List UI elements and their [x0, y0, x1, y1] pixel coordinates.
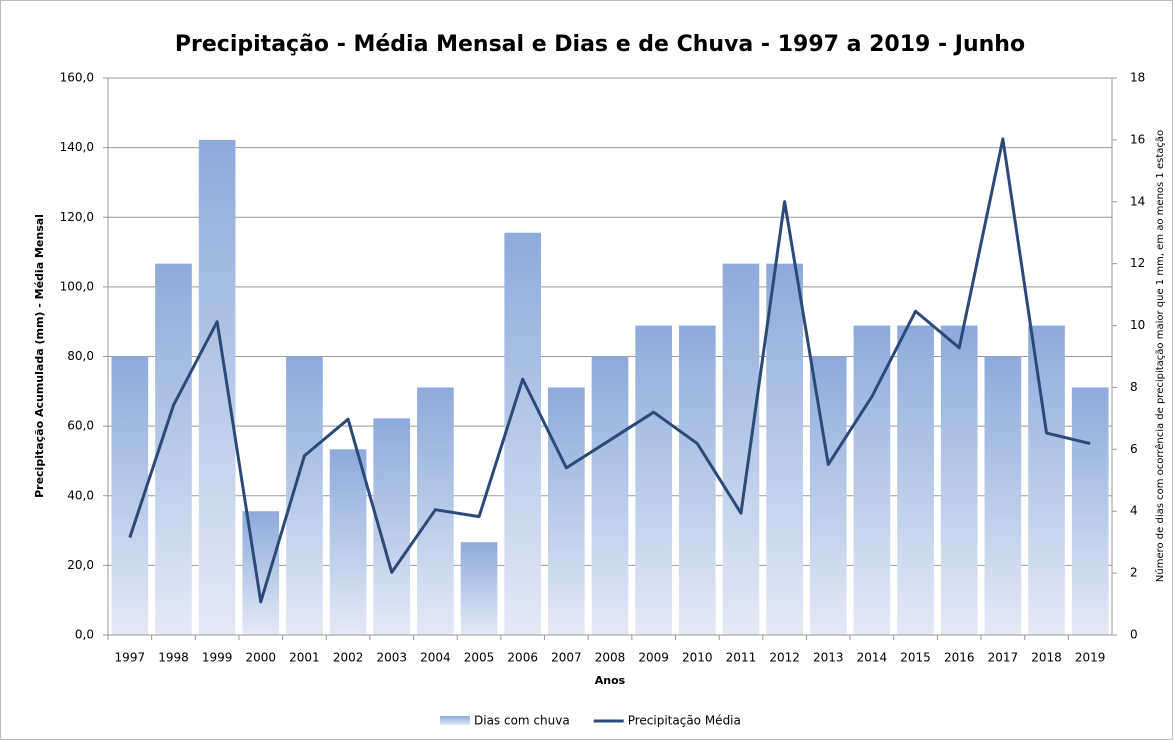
y-tick-label: 100,0 [60, 279, 94, 293]
bar [722, 263, 760, 635]
legend-label: Dias com chuva [474, 714, 570, 728]
bar [635, 325, 672, 635]
x-tick-label: 2018 [1031, 651, 1062, 665]
y2-axis-title: Número de dias com ocorrência de precipi… [1154, 130, 1166, 582]
x-tick-label: 2001 [289, 651, 320, 665]
x-axis-title: Anos [595, 674, 626, 687]
x-tick-label: 2002 [333, 651, 364, 665]
y2-tick-label: 14 [1130, 194, 1145, 208]
x-tick-label: 2007 [551, 651, 582, 665]
x-tick-label: 2008 [595, 651, 626, 665]
x-tick-label: 2009 [638, 651, 669, 665]
x-tick-label: 2011 [726, 651, 757, 665]
bar [678, 325, 716, 635]
y2-tick-label: 10 [1130, 318, 1145, 332]
bar [809, 356, 847, 635]
y-tick-label: 20,0 [67, 558, 94, 572]
y2-tick-label: 16 [1130, 132, 1145, 146]
bar [766, 263, 803, 635]
legend-label: Precipitação Média [628, 714, 741, 728]
bar [242, 511, 280, 635]
bar [504, 232, 542, 635]
x-tick-label: 2013 [813, 651, 844, 665]
x-tick-label: 2016 [944, 651, 975, 665]
x-tick-label: 2005 [464, 651, 495, 665]
x-tick-label: 2019 [1075, 651, 1106, 665]
y-tick-label: 80,0 [67, 349, 94, 363]
x-tick-label: 2015 [900, 651, 931, 665]
x-tick-label: 1999 [202, 651, 233, 665]
bar [1071, 387, 1109, 635]
bar [940, 325, 978, 635]
y-axis-title: Precipitação Acumulada (mm) - Média Mens… [33, 214, 46, 498]
bar [984, 356, 1022, 635]
chart-title: Precipitação - Média Mensal e Dias e de … [175, 32, 1025, 57]
x-tick-label: 2004 [420, 651, 451, 665]
x-tick-label: 1997 [115, 651, 146, 665]
y2-tick-label: 12 [1130, 256, 1145, 270]
line [128, 137, 1091, 604]
y-tick-label: 160,0 [60, 71, 94, 85]
x-tick-label: 2003 [376, 651, 407, 665]
x-tick-label: 2000 [246, 651, 277, 665]
bar [853, 325, 891, 635]
y2-tick-label: 4 [1130, 504, 1138, 518]
bar [591, 356, 629, 635]
x-tick-label: 1998 [158, 651, 189, 665]
bar [548, 387, 585, 635]
y-tick-label: 0,0 [75, 628, 94, 642]
x-tick-label: 2014 [857, 651, 888, 665]
y2-tick-label: 8 [1130, 380, 1138, 394]
y2-tick-label: 2 [1130, 566, 1138, 580]
x-tick-label: 2010 [682, 651, 713, 665]
bar [198, 139, 236, 635]
y-tick-label: 140,0 [60, 140, 94, 154]
bar [897, 325, 934, 635]
y2-tick-label: 6 [1130, 442, 1138, 456]
x-tick-label: 2012 [769, 651, 800, 665]
bar [155, 263, 192, 635]
x-tick-label: 2017 [988, 651, 1019, 665]
y2-tick-label: 0 [1130, 628, 1138, 642]
y2-tick-label: 18 [1130, 71, 1145, 85]
x-tick-label: 2006 [507, 651, 538, 665]
y-tick-label: 60,0 [67, 419, 94, 433]
bar [329, 449, 367, 635]
bar [460, 542, 498, 635]
y-tick-label: 40,0 [67, 488, 94, 502]
legend-swatch [440, 716, 470, 725]
y-tick-label: 120,0 [60, 210, 94, 224]
bar [1028, 325, 1065, 635]
